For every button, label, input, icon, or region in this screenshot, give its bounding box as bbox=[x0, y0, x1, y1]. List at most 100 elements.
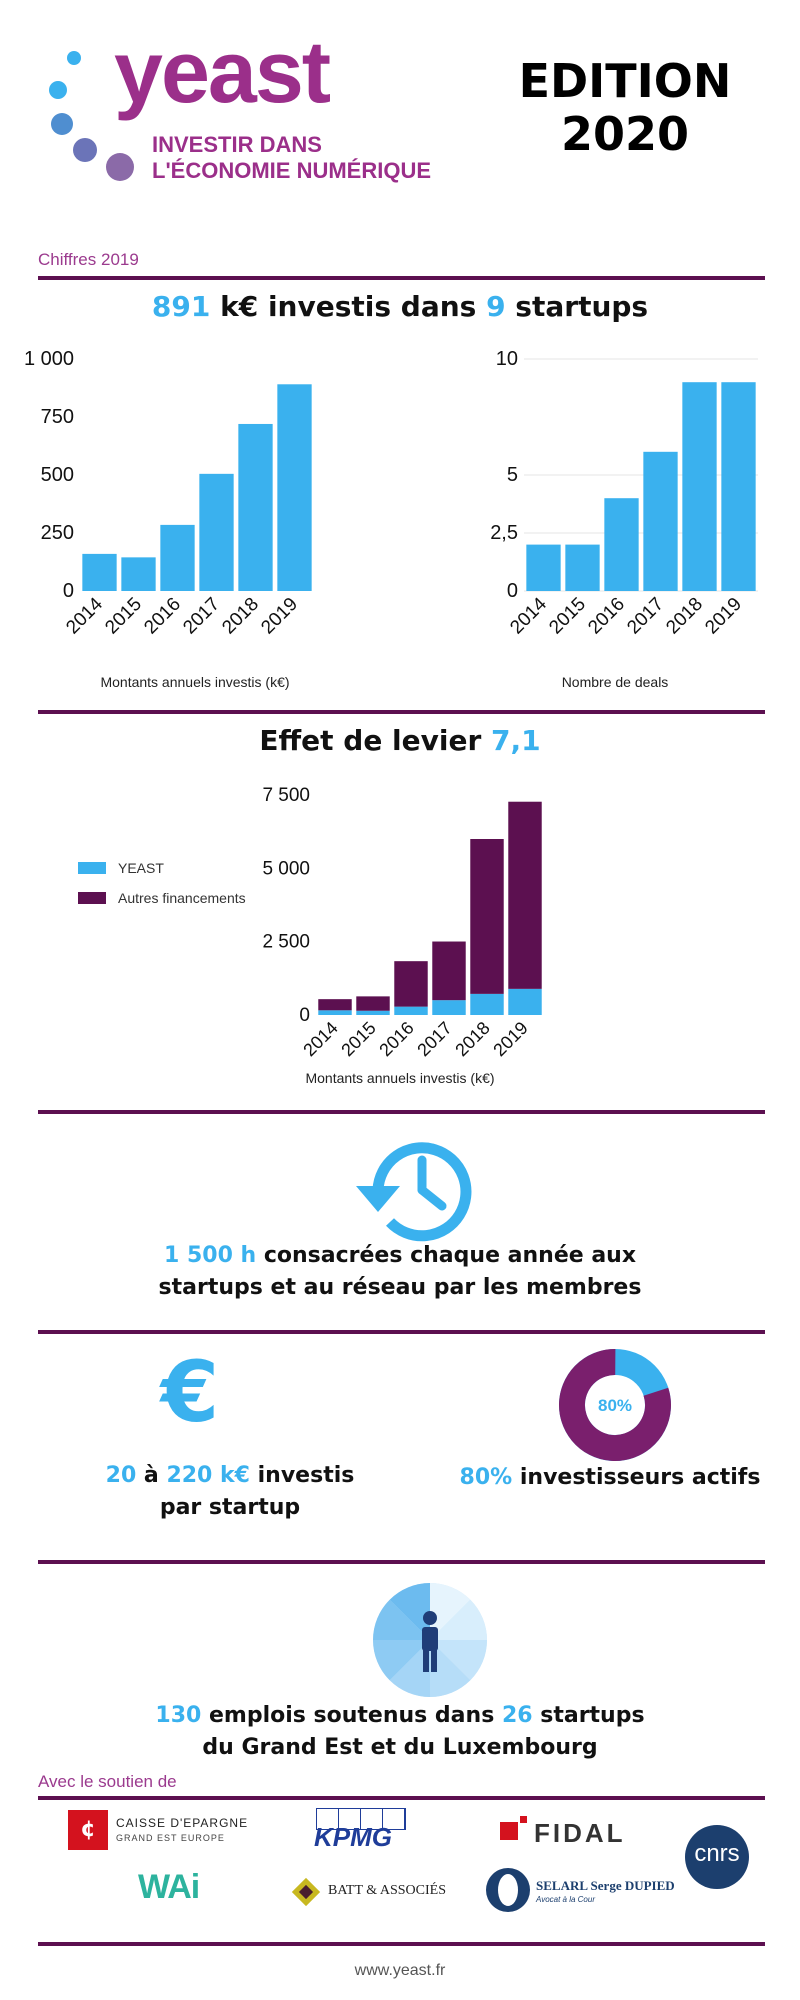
x-tick-label: 2017 bbox=[413, 1018, 455, 1060]
y-tick-label: 7 500 bbox=[262, 785, 310, 806]
caisse-emblem: ¢ bbox=[68, 1810, 108, 1850]
legend-swatch-autres bbox=[78, 892, 106, 904]
person-pie-icon bbox=[373, 1583, 487, 1697]
montants-caption: Montants annuels investis (k€) bbox=[100, 674, 290, 690]
cnrs-logo: cnrs bbox=[685, 1825, 749, 1889]
headline-levier: Effet de levier 7,1 bbox=[0, 724, 800, 757]
x-tick-label: 2019 bbox=[489, 1018, 531, 1060]
bar bbox=[432, 941, 466, 1001]
hours-text1: consacrées chaque année aux bbox=[256, 1243, 637, 1268]
y-tick-label: 10 bbox=[496, 348, 518, 370]
jobs-text1: emplois soutenus dans bbox=[201, 1703, 502, 1728]
fidal-square bbox=[500, 1822, 518, 1840]
x-tick-label: 2019 bbox=[701, 594, 746, 639]
jobs-text2: startups bbox=[532, 1703, 645, 1728]
legend-label-yeast: YEAST bbox=[118, 860, 164, 876]
jobs-line1: 130 emplois soutenus dans 26 startups bbox=[0, 1700, 800, 1732]
brand-name: yeast bbox=[114, 22, 331, 121]
bar bbox=[199, 473, 234, 591]
active-investors-donut: 80% bbox=[559, 1349, 671, 1461]
bar bbox=[318, 1010, 352, 1015]
divider bbox=[38, 1330, 765, 1334]
clock-history-icon bbox=[356, 1142, 472, 1242]
y-tick-label: 5 000 bbox=[262, 858, 310, 879]
fidal-logo: FIDAL bbox=[500, 1812, 650, 1852]
bar bbox=[277, 384, 312, 591]
legend-item-autres: Autres financements bbox=[78, 890, 246, 906]
startup-count: 9 bbox=[486, 290, 506, 323]
donut-segment bbox=[559, 1349, 671, 1461]
jobs-startups: 26 bbox=[501, 1703, 533, 1728]
kpmg-boxes bbox=[316, 1808, 406, 1830]
batt-logo: BATT & ASSOCIÉS bbox=[290, 1876, 460, 1910]
bar bbox=[508, 801, 542, 989]
tagline-line2: L'ÉCONOMIE NUMÉRIQUE bbox=[152, 158, 432, 183]
levier-legend: YEAST Autres financements bbox=[78, 860, 246, 906]
range-high: 220 k€ bbox=[166, 1463, 250, 1488]
divider bbox=[38, 1110, 765, 1114]
range-line2: par startup bbox=[159, 1494, 301, 1520]
wai-logo: WAi bbox=[138, 1868, 208, 1914]
legend-swatch-yeast bbox=[78, 862, 106, 874]
x-tick-label: 2016 bbox=[375, 1018, 417, 1060]
divider bbox=[38, 710, 765, 714]
selarl-logo: SELARL Serge DUPIED Avocat à la Cour bbox=[486, 1868, 686, 1916]
caisse-line1: CAISSE D'EPARGNE bbox=[116, 1816, 249, 1830]
jobs-line2: du Grand Est et du Luxembourg bbox=[202, 1734, 598, 1760]
bar bbox=[394, 961, 428, 1007]
invest-unit: k€ investis dans bbox=[210, 290, 487, 323]
levier-value: 7,1 bbox=[491, 724, 541, 757]
tagline-line1: INVESTIR DANS bbox=[152, 132, 322, 157]
x-tick-label: 2018 bbox=[451, 1018, 493, 1060]
x-tick-label: 2015 bbox=[545, 594, 590, 639]
x-tick-label: 2017 bbox=[179, 594, 224, 639]
kpmg-logo: KPMG bbox=[312, 1808, 412, 1852]
hours-line2: startups et au réseau par les membres bbox=[158, 1274, 642, 1300]
hours-line1: 1 500 h consacrées chaque année aux bbox=[0, 1240, 800, 1272]
range-stat: 20 à 220 k€ investis par startup bbox=[70, 1460, 390, 1524]
x-tick-label: 2015 bbox=[101, 594, 146, 639]
yeast-logo: yeast INVESTIR DANS L'ÉCONOMIE NUMÉRIQUE bbox=[40, 28, 480, 190]
bar bbox=[470, 993, 504, 1015]
donut-label: 80% bbox=[598, 1396, 632, 1415]
y-tick-label: 500 bbox=[41, 464, 74, 486]
caisse-line2: GRAND EST EUROPE bbox=[116, 1833, 225, 1843]
deals-caption: Nombre de deals bbox=[561, 674, 669, 690]
range-line1: 20 à 220 k€ investis bbox=[70, 1460, 390, 1492]
bar bbox=[238, 423, 273, 591]
range-text: investis bbox=[249, 1463, 355, 1488]
y-tick-label: 750 bbox=[41, 406, 74, 428]
selarl-emblem-inner bbox=[498, 1874, 518, 1906]
jobs-count: 130 bbox=[155, 1703, 202, 1728]
bar bbox=[356, 1010, 390, 1015]
legend-item-yeast: YEAST bbox=[78, 860, 246, 876]
bar bbox=[121, 557, 156, 591]
bar bbox=[160, 524, 195, 591]
bar bbox=[565, 544, 600, 591]
hours-stat: 1 500 h consacrées chaque année aux star… bbox=[0, 1240, 800, 1304]
fidal-text: FIDAL bbox=[534, 1818, 626, 1848]
x-tick-label: 2018 bbox=[218, 594, 263, 639]
bar bbox=[394, 1006, 428, 1015]
y-tick-label: 0 bbox=[507, 580, 518, 602]
active-value: 80% bbox=[459, 1465, 513, 1490]
wai-text: WAi bbox=[138, 1868, 200, 1906]
active-stat: 80% investisseurs actifs bbox=[440, 1462, 780, 1494]
footer-url[interactable]: www.yeast.fr bbox=[354, 1962, 446, 1979]
invest-suffix: startups bbox=[505, 290, 649, 323]
legend-label-autres: Autres financements bbox=[118, 890, 246, 906]
bar bbox=[721, 382, 756, 591]
sponsors-label: Avec le soutien de bbox=[38, 1772, 177, 1791]
x-tick-label: 2016 bbox=[584, 594, 629, 639]
bar bbox=[356, 996, 390, 1011]
y-tick-label: 5 bbox=[507, 464, 518, 486]
hours-value: 1 500 h bbox=[163, 1243, 257, 1268]
x-tick-label: 2017 bbox=[623, 594, 668, 639]
selarl-sub: Avocat à la Cour bbox=[536, 1895, 595, 1904]
bar bbox=[604, 498, 639, 591]
edition-line2: 2020 bbox=[560, 106, 690, 161]
jobs-stat: 130 emplois soutenus dans 26 startups du… bbox=[0, 1700, 800, 1764]
x-tick-label: 2019 bbox=[257, 594, 302, 639]
